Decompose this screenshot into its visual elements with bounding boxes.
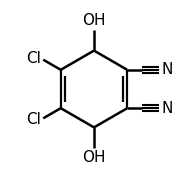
Text: Cl: Cl <box>26 112 41 127</box>
Text: OH: OH <box>82 13 106 28</box>
Text: OH: OH <box>82 150 106 165</box>
Text: Cl: Cl <box>26 51 41 66</box>
Text: N: N <box>162 101 173 116</box>
Text: N: N <box>162 62 173 77</box>
